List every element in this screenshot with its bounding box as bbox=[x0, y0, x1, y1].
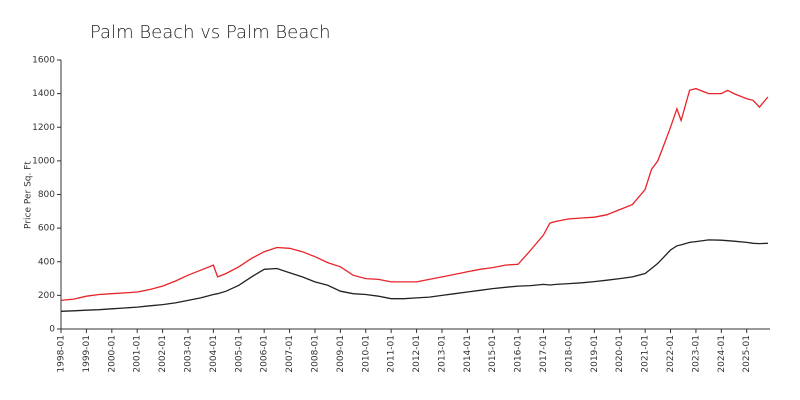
x-tick-label: 2019-01 bbox=[590, 335, 600, 373]
x-tick-label: 2008-01 bbox=[310, 335, 320, 373]
x-tick-label: 1998-01 bbox=[57, 335, 67, 373]
x-tick-label: 2021-01 bbox=[641, 335, 651, 373]
y-tick-label: 1200 bbox=[32, 123, 55, 133]
y-tick-label: 0 bbox=[49, 325, 55, 335]
x-tick-label: 2017-01 bbox=[539, 335, 549, 373]
x-tick-label: 2011-01 bbox=[387, 335, 397, 373]
x-tick-label: 2015-01 bbox=[488, 335, 498, 373]
x-tick-label: 2013-01 bbox=[437, 335, 447, 373]
x-tick-label: 2014-01 bbox=[463, 335, 473, 373]
y-tick-label: 200 bbox=[38, 291, 55, 301]
x-tick-label: 2002-01 bbox=[158, 335, 168, 373]
x-tick-label: 2000-01 bbox=[107, 335, 117, 373]
x-tick-label: 2009-01 bbox=[336, 335, 346, 373]
x-tick-label: 2004-01 bbox=[209, 335, 219, 373]
chart-title: Palm Beach vs Palm Beach bbox=[90, 22, 331, 43]
x-tick-label: 2010-01 bbox=[361, 335, 371, 373]
y-tick-label: 400 bbox=[38, 257, 55, 267]
series-line bbox=[60, 87, 769, 302]
y-tick-label: 600 bbox=[38, 224, 55, 234]
x-tick-label: 2012-01 bbox=[412, 335, 422, 373]
x-tick-label: 2001-01 bbox=[133, 335, 143, 373]
y-tick-label: 1400 bbox=[32, 89, 55, 99]
x-tick-label: 2018-01 bbox=[564, 335, 574, 373]
x-tick-label: 2020-01 bbox=[615, 335, 625, 373]
y-tick-label: 1600 bbox=[32, 56, 55, 66]
x-tick-label: 2006-01 bbox=[260, 335, 270, 373]
x-tick-label: 2023-01 bbox=[691, 335, 701, 373]
series-line bbox=[60, 239, 768, 312]
x-tick-label: 2025-01 bbox=[742, 335, 752, 373]
x-tick-label: 1999-01 bbox=[82, 335, 92, 373]
x-tick-label: 2022-01 bbox=[666, 335, 676, 373]
y-tick-label: 1000 bbox=[32, 156, 55, 166]
y-axis-label: Price Per Sq. Ft bbox=[24, 161, 34, 229]
x-tick-label: 2007-01 bbox=[285, 335, 295, 373]
x-tick-label: 2005-01 bbox=[234, 335, 244, 373]
x-tick-label: 2003-01 bbox=[183, 335, 193, 373]
x-tick-label: 2016-01 bbox=[514, 335, 524, 373]
x-tick-label: 2024-01 bbox=[717, 335, 727, 373]
y-tick-label: 800 bbox=[38, 190, 55, 200]
